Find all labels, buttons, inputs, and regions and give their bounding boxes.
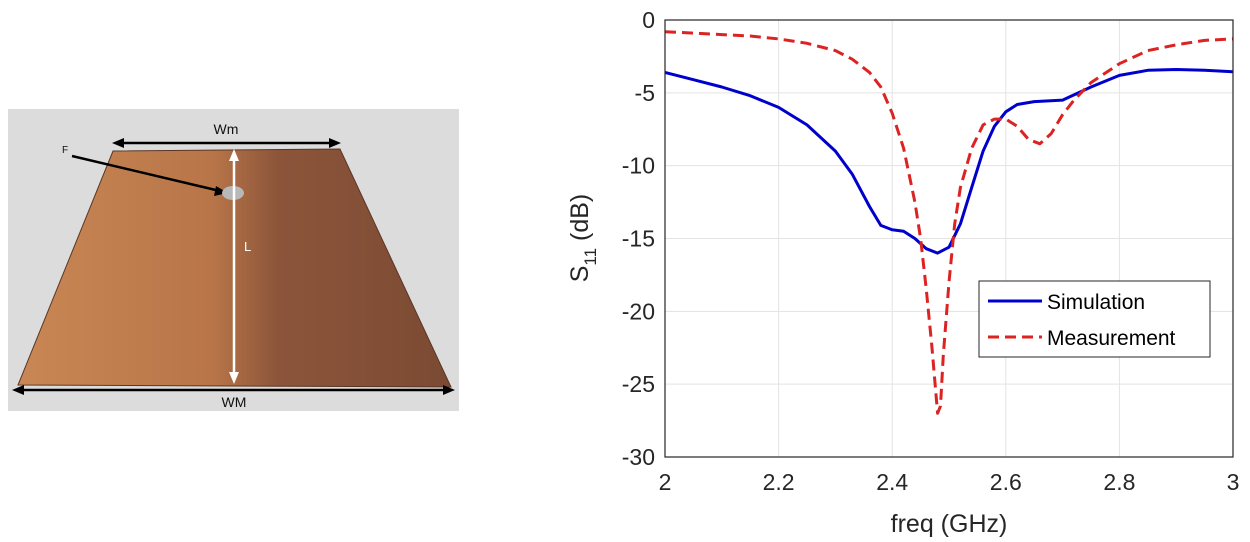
y-axis-label-main: S <box>566 266 594 283</box>
x-tick-labels: 2 2.2 2.4 2.6 2.8 3 <box>659 469 1240 495</box>
legend: Simulation Measurement <box>978 280 1211 358</box>
feed-label: F <box>62 145 68 156</box>
wM-dimension-arrow <box>12 385 455 395</box>
chart-grid <box>664 19 1234 458</box>
plot-frame <box>664 19 1234 458</box>
wM-label: WM <box>222 394 247 410</box>
y-tick-label: -15 <box>622 226 655 252</box>
x-tick-label: 2.2 <box>763 469 795 495</box>
y-tick-label: -10 <box>622 153 655 179</box>
legend-box <box>978 280 1211 358</box>
x-axis-label: freq (GHz) <box>891 510 1008 538</box>
y-tick-label: -25 <box>622 371 655 397</box>
s11-chart: 2 2.2 2.4 2.6 2.8 3 0 -5 -10 -15 -20 -25 -30 freq (… <box>566 7 1240 538</box>
l-dimension-arrow <box>229 149 239 384</box>
y-axis-label-sub: 11 <box>581 248 600 266</box>
l-label: L <box>244 239 251 254</box>
y-axis-label: S11 (dB) <box>566 194 600 283</box>
wm-dimension-arrow <box>112 138 341 148</box>
y-tick-label: -20 <box>622 298 655 324</box>
x-tick-label: 3 <box>1227 469 1240 495</box>
x-tick-label: 2 <box>659 469 672 495</box>
series-line-simulation <box>664 68 1234 255</box>
legend-label-measurement: Measurement <box>1047 327 1176 350</box>
legend-label-simulation: Simulation <box>1047 291 1145 314</box>
y-tick-labels: 0 -5 -10 -15 -20 -25 -30 <box>622 7 655 470</box>
antenna-photo: Wm F L WM <box>8 109 459 411</box>
y-tick-label: 0 <box>642 7 655 33</box>
wm-label: Wm <box>214 121 239 137</box>
y-tick-label: -30 <box>622 444 655 470</box>
x-tick-label: 2.6 <box>990 469 1022 495</box>
y-axis-label-tail: (dB) <box>566 194 594 248</box>
y-tick-label: -5 <box>635 80 655 106</box>
series-line-measurement <box>664 30 1234 415</box>
chart-series <box>664 30 1234 415</box>
x-tick-label: 2.4 <box>876 469 908 495</box>
x-tick-label: 2.8 <box>1103 469 1135 495</box>
